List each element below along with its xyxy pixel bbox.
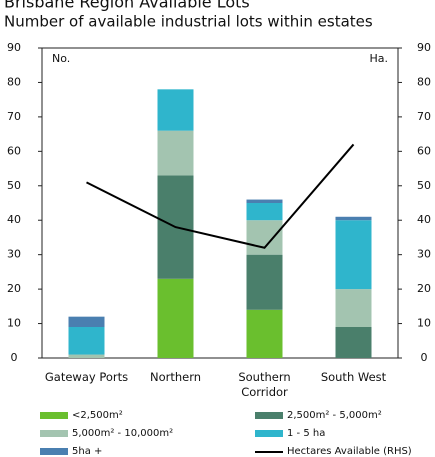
y2-tick-label: 70 [417,110,431,123]
bar-segment [68,354,105,358]
bar-segment [157,130,194,176]
legend-label: Hectares Available (RHS) [287,446,412,457]
chart-subtitle: Number of available industrial lots with… [4,13,373,31]
legend-label: 1 - 5 ha [287,428,326,439]
y-tick-label: 70 [7,110,21,123]
bar-segment [246,309,283,358]
legend-item: 5,000m² - 10,000m² [40,428,173,439]
y2-tick-label: 40 [417,213,431,226]
bar-segment [335,216,372,221]
bar-segment [335,220,372,290]
y2-tick-label: 80 [417,75,431,88]
bar-segment [246,254,283,310]
bar-segment [246,203,283,221]
legend-label: 5,000m² - 10,000m² [72,428,174,439]
legend-item: Hectares Available (RHS) [255,446,412,457]
legend-item: 1 - 5 ha [255,428,325,439]
legend-swatch [255,430,283,437]
y-tick-label: 0 [11,351,18,364]
x-tick-label: Northern [149,370,202,384]
bar-segment [68,327,105,355]
legend-swatch [255,412,283,419]
legend-swatch [40,448,68,455]
bar-segment [68,316,105,327]
y-tick-label: 40 [7,213,21,226]
x-tick-label: South West [320,370,387,384]
y2-axis-label: Ha. [369,52,388,65]
legend-item: 2,500m² - 5,000m² [255,410,382,421]
y2-tick-label: 60 [417,144,431,157]
y-tick-label: 10 [7,317,21,330]
bar-segment [335,289,372,327]
y2-tick-label: 50 [417,179,431,192]
legend-item: 5ha + [40,446,102,457]
y-tick-label: 80 [7,75,21,88]
legend-swatch [40,430,68,437]
bar-segment [157,89,194,131]
legend-swatch [40,412,68,419]
y2-tick-label: 90 [417,41,431,54]
x-tick-label: Gateway Ports [44,370,129,384]
bar-segment [246,199,283,203]
y2-tick-label: 0 [421,351,428,364]
legend-label: 2,500m² - 5,000m² [287,410,382,421]
legend-label: <2,500m² [72,410,123,421]
y-tick-label: 50 [7,179,21,192]
bar-segment [157,278,194,358]
x-tick-label: Southern Corridor [238,370,291,399]
y2-tick-label: 30 [417,248,431,261]
y-tick-label: 60 [7,144,21,157]
bar-segment [335,327,372,358]
y-tick-label: 30 [7,248,21,261]
y2-tick-label: 10 [417,317,431,330]
legend-label: 5ha + [72,446,103,457]
y-tick-label: 90 [7,41,21,54]
y-axis-label: No. [52,52,70,65]
legend-item: <2,500m² [40,410,123,421]
bar-segment [246,220,283,255]
plot-frame [41,47,399,359]
line-series [86,143,355,249]
y-tick-label: 20 [7,282,21,295]
legend-swatch [255,450,283,453]
y2-tick-label: 20 [417,282,431,295]
chart-title: Brisbane Region Available Lots [4,0,250,12]
